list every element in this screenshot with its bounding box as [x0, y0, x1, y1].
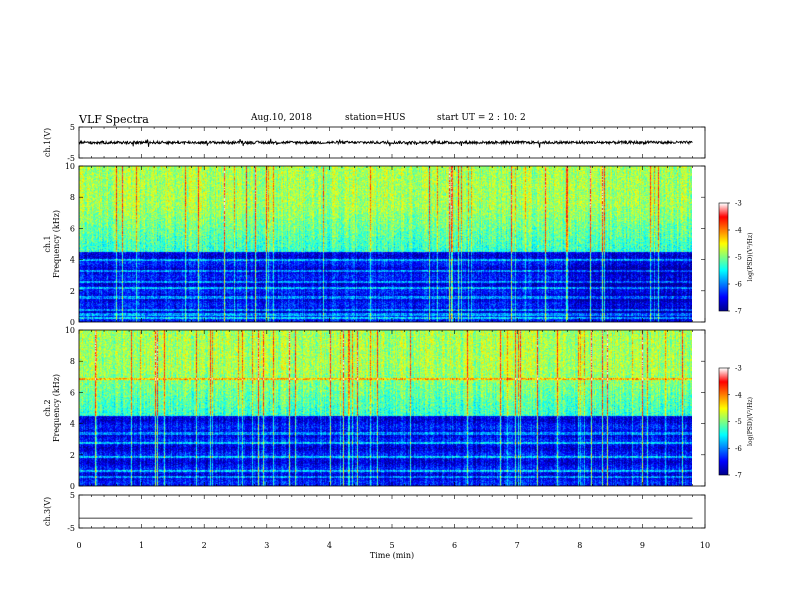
y-tick-label: 10 — [65, 326, 75, 335]
y-tick-label: 0 — [70, 482, 75, 491]
x-tick-label: 10 — [700, 541, 710, 550]
y-axis-label: ch.2 — [43, 399, 52, 416]
colorbar-tick-label: -6 — [735, 281, 742, 289]
x-tick-label: 4 — [327, 541, 332, 550]
y-axis-label: Frequency (kHz) — [52, 374, 61, 442]
spectrogram-images — [79, 166, 728, 486]
x-tick-label: 9 — [640, 541, 645, 550]
ch1-waveform-line — [78, 138, 693, 148]
colorbar-tick-label: -7 — [735, 472, 742, 480]
y-tick-label: 4 — [70, 256, 75, 265]
y-tick-label: 5 — [70, 491, 75, 500]
axis-text: -3 -4 -5 -6 -7 log(PSD)(V²/Hz) -3 -4 -5 -6 -7 log(P… — [43, 123, 754, 560]
x-tick-label: 1 — [139, 541, 144, 550]
station-name: station=HUS — [345, 113, 406, 123]
colorbar-tick-label: -5 — [735, 254, 742, 262]
figure-title: VLF Spectra — [79, 113, 149, 126]
y-axis-label: ch.1 — [43, 235, 52, 252]
start-time: start UT = 2 : 10: 2 — [437, 113, 526, 123]
colorbar-tick-label: -7 — [735, 308, 742, 316]
x-axis-label: Time (min) — [370, 551, 414, 560]
y-tick-label: -5 — [67, 154, 75, 163]
colorbar-label: log(PSD)(V²/Hz) — [747, 233, 754, 282]
y-tick-label: 2 — [70, 451, 75, 460]
colorbar-ch2 — [719, 368, 728, 475]
y-tick-label: 8 — [70, 357, 75, 366]
axis-ticks — [78, 126, 730, 529]
x-tick-label: 7 — [515, 541, 520, 550]
y-tick-label: 8 — [70, 193, 75, 202]
colorbar-label: log(PSD)(V²/Hz) — [747, 397, 754, 446]
colorbar-tick-label: -3 — [735, 200, 742, 208]
y-tick-label: 6 — [70, 224, 75, 233]
x-tick-label: 8 — [577, 541, 582, 550]
colorbar-tick-label: -4 — [735, 391, 742, 399]
observation-date: Aug.10, 2018 — [251, 113, 312, 123]
colorbar-tick-label: -3 — [735, 365, 742, 373]
y-tick-label: 0 — [70, 318, 75, 327]
colorbar-tick-label: -5 — [735, 418, 742, 426]
panel-frame — [78, 494, 706, 529]
spectrogram-ch2 — [79, 330, 692, 486]
colorbar-tick-label: -6 — [735, 445, 742, 453]
y-tick-label: 4 — [70, 420, 75, 429]
x-tick-label: 6 — [452, 541, 457, 550]
x-tick-label: 5 — [389, 541, 394, 550]
x-tick-label: 3 — [264, 541, 269, 550]
y-axis-label: ch.1(V) — [43, 128, 52, 157]
y-tick-label: 5 — [70, 123, 75, 132]
spectrogram-ch1 — [79, 166, 692, 322]
y-axis-label: Frequency (kHz) — [52, 210, 61, 278]
plot-lines — [78, 138, 693, 519]
y-tick-label: 10 — [65, 162, 75, 171]
colorbar-ch1 — [719, 203, 728, 311]
x-tick-label: 2 — [202, 541, 207, 550]
y-tick-label: 2 — [70, 287, 75, 296]
y-tick-label: 6 — [70, 388, 75, 397]
x-tick-label: 0 — [76, 541, 81, 550]
colorbar-tick-label: -4 — [735, 227, 742, 235]
y-axis-label: ch.3(V) — [43, 497, 52, 526]
y-tick-label: -5 — [67, 524, 75, 533]
